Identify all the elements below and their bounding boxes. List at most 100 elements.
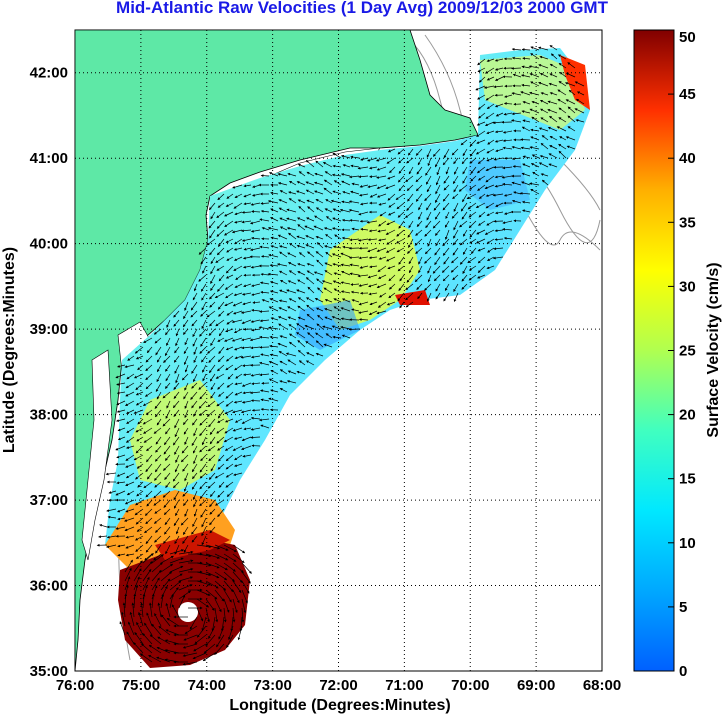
velocity-arrow: [566, 145, 576, 150]
velocity-arrow: [218, 346, 225, 355]
velocity-arrow: [358, 175, 369, 179]
velocity-arrow: [297, 349, 306, 357]
velocity-arrow: [323, 179, 333, 186]
velocity-arrow: [521, 48, 531, 51]
velocity-arrow: [477, 184, 486, 191]
velocity-arrow: [154, 409, 162, 418]
velocity-arrow: [218, 274, 225, 282]
velocity-arrow: [259, 335, 270, 339]
velocity-arrow: [568, 89, 576, 96]
velocity-arrow: [278, 323, 288, 330]
velocity-arrow: [125, 454, 135, 461]
velocity-arrow: [466, 193, 477, 200]
velocity-arrow: [252, 193, 261, 197]
velocity-arrow: [486, 211, 495, 216]
velocity-arrow: [193, 427, 198, 437]
velocity-arrow: [389, 166, 396, 174]
velocity-arrow: [191, 319, 198, 327]
velocity-arrow: [360, 227, 369, 231]
velocity-arrow: [315, 207, 324, 213]
velocity-arrow: [486, 238, 495, 244]
velocity-arrow: [540, 108, 549, 114]
velocity-arrow: [418, 202, 423, 211]
velocity-arrow: [226, 310, 234, 316]
velocity-arrow: [399, 301, 405, 309]
velocity-arrow: [234, 193, 243, 198]
velocity-arrow: [476, 139, 486, 144]
velocity-arrow: [210, 391, 216, 399]
velocity-arrow: [396, 202, 405, 210]
velocity-arrow: [198, 247, 207, 255]
velocity-arrow: [443, 184, 450, 191]
velocity-arrow: [234, 211, 243, 216]
velocity-arrow: [317, 314, 324, 321]
velocity-arrow: [453, 220, 459, 231]
velocity-arrow: [503, 193, 513, 197]
velocity-arrow: [398, 166, 405, 174]
velocity-arrow: [297, 297, 306, 303]
velocity-arrow: [270, 191, 279, 195]
velocity-arrow: [521, 172, 531, 177]
velocity-arrow: [202, 265, 207, 274]
velocity-arrow: [241, 229, 252, 233]
velocity-arrow: [350, 290, 360, 294]
velocity-arrow: [146, 454, 153, 463]
velocity-arrow: [260, 424, 270, 429]
velocity-arrow: [522, 119, 531, 123]
velocity-arrow: [351, 227, 360, 231]
velocity-arrow: [459, 256, 468, 265]
velocity-arrow: [442, 202, 450, 211]
velocity-arrow: [226, 193, 234, 199]
velocity-arrow: [225, 274, 234, 279]
velocity-arrow: [366, 220, 378, 224]
velocity-arrow: [434, 256, 441, 266]
velocity-arrow: [268, 360, 279, 366]
velocity-arrow: [145, 409, 153, 415]
velocity-arrow: [288, 298, 297, 303]
velocity-arrow: [234, 364, 243, 371]
velocity-arrow: [184, 382, 189, 391]
velocity-arrow: [398, 220, 405, 229]
velocity-arrow: [342, 191, 351, 195]
velocity-arrow: [397, 292, 405, 302]
velocity-arrow: [207, 400, 216, 408]
velocity-arrow: [502, 227, 513, 231]
velocity-arrow: [340, 290, 351, 294]
velocity-arrow: [296, 289, 306, 294]
velocity-arrow: [442, 238, 450, 247]
velocity-arrow: [278, 207, 288, 213]
velocity-arrow: [332, 227, 342, 231]
velocity-arrow: [252, 301, 261, 304]
velocity-arrow: [277, 342, 288, 348]
velocity-arrow: [154, 454, 162, 462]
velocity-arrow: [486, 58, 495, 62]
velocity-arrow: [321, 280, 333, 285]
velocity-arrow: [305, 360, 315, 366]
velocity-arrow: [199, 427, 207, 437]
velocity-arrow: [408, 238, 414, 249]
velocity-arrow: [502, 220, 513, 224]
velocity-arrow: [288, 198, 297, 204]
velocity-arrow: [201, 292, 207, 301]
velocity-arrow: [217, 355, 225, 363]
velocity-arrow: [250, 373, 261, 377]
velocity-arrow: [557, 99, 567, 105]
velocity-arrow: [486, 265, 495, 270]
velocity-arrow: [163, 436, 171, 446]
velocity-arrow: [145, 373, 153, 381]
velocity-arrow: [216, 220, 225, 229]
velocity-arrow: [469, 148, 477, 157]
velocity-arrow: [286, 289, 297, 294]
velocity-arrow: [297, 305, 306, 312]
velocity-arrow: [217, 409, 225, 419]
velocity-arrow: [385, 184, 396, 189]
velocity-arrow: [250, 346, 261, 350]
velocity-arrow: [564, 82, 576, 87]
velocity-arrow: [415, 184, 423, 192]
velocity-arrow: [137, 364, 144, 371]
velocity-arrow: [268, 378, 279, 384]
velocity-arrow: [559, 136, 567, 141]
velocity-arrow: [398, 157, 405, 164]
velocity-arrow: [209, 301, 216, 308]
velocity-arrow: [233, 247, 243, 251]
